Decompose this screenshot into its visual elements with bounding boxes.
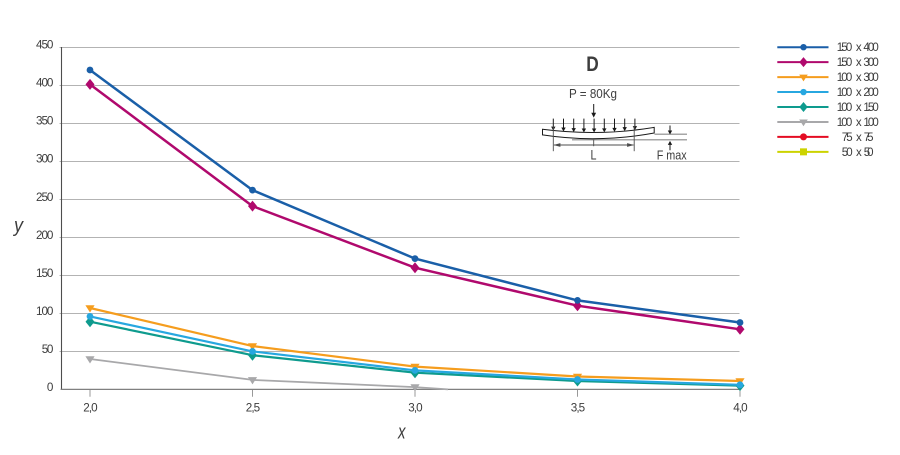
svg-text:150: 150: [36, 267, 54, 280]
svg-text:350: 350: [36, 115, 54, 128]
svg-text:x: x: [856, 102, 862, 114]
svg-text:100: 100: [837, 117, 853, 129]
svg-text:75: 75: [842, 132, 853, 144]
svg-text:3,5: 3,5: [571, 402, 586, 415]
svg-text:2,0: 2,0: [83, 402, 98, 415]
svg-text:4,0: 4,0: [733, 402, 748, 415]
svg-text:50: 50: [864, 147, 874, 159]
svg-text:50: 50: [42, 343, 54, 356]
svg-text:x: x: [397, 422, 406, 444]
svg-text:450: 450: [36, 39, 54, 52]
svg-text:F max: F max: [657, 148, 687, 163]
svg-text:200: 200: [863, 87, 878, 99]
svg-text:2,5: 2,5: [246, 402, 261, 415]
svg-text:250: 250: [36, 191, 54, 204]
svg-text:150: 150: [837, 57, 853, 69]
svg-text:50: 50: [842, 147, 853, 159]
svg-text:D: D: [586, 53, 599, 76]
svg-text:3,0: 3,0: [408, 402, 423, 415]
svg-text:400: 400: [36, 77, 54, 90]
svg-text:100: 100: [863, 117, 878, 129]
svg-text:100: 100: [36, 305, 54, 318]
svg-text:0: 0: [47, 381, 54, 394]
svg-text:300: 300: [863, 57, 878, 69]
svg-text:x: x: [856, 87, 862, 99]
svg-text:300: 300: [36, 153, 54, 166]
svg-text:x: x: [856, 57, 862, 69]
svg-text:300: 300: [863, 72, 878, 84]
svg-text:x: x: [856, 117, 862, 129]
svg-text:400: 400: [863, 42, 878, 54]
svg-text:x: x: [856, 42, 862, 54]
svg-text:150: 150: [863, 102, 878, 114]
svg-text:P = 80Kg: P = 80Kg: [569, 86, 617, 101]
svg-text:L: L: [591, 147, 597, 163]
svg-text:75: 75: [864, 132, 874, 144]
svg-text:x: x: [856, 72, 862, 84]
svg-text:200: 200: [36, 229, 54, 242]
svg-text:100: 100: [837, 102, 853, 114]
svg-text:y: y: [12, 215, 24, 237]
svg-text:x: x: [856, 147, 862, 159]
svg-text:150: 150: [837, 42, 853, 54]
svg-text:100: 100: [837, 72, 853, 84]
svg-text:x: x: [856, 132, 862, 144]
svg-text:100: 100: [837, 87, 853, 99]
